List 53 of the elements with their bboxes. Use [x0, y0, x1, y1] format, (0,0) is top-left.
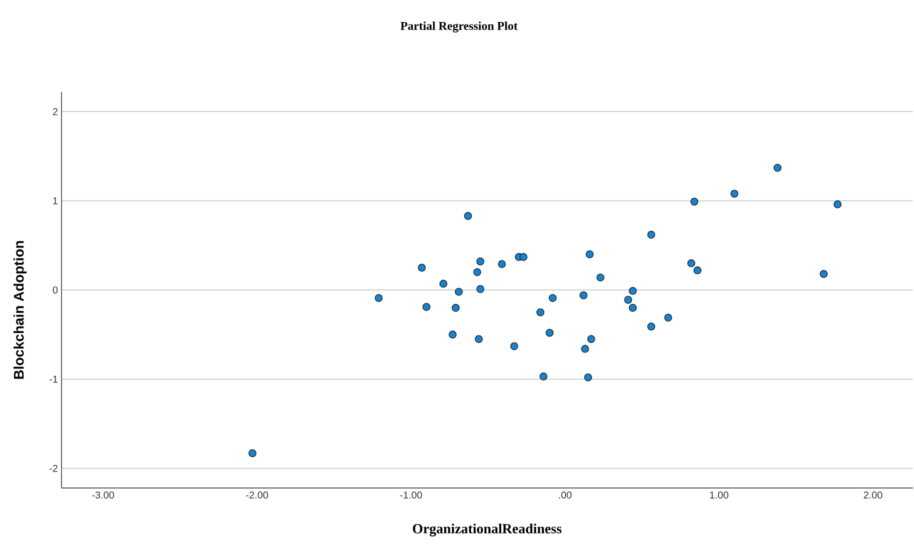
x-tick-label: 1.00 [710, 492, 728, 499]
point [422, 302, 430, 311]
point [454, 288, 463, 296]
point [624, 296, 632, 304]
point [476, 258, 484, 266]
point [820, 270, 828, 278]
point [587, 335, 596, 343]
point [439, 280, 448, 288]
point [586, 250, 594, 258]
point [647, 230, 656, 239]
x-tick-label: .00 [559, 492, 572, 499]
point [374, 294, 383, 302]
x-tick-label: -1.00 [400, 492, 422, 499]
point [473, 268, 482, 276]
point [730, 190, 738, 198]
x-tick-label: -3.00 [92, 492, 114, 499]
y-tick-label: -2 [50, 464, 58, 472]
point [690, 198, 698, 206]
point [647, 322, 656, 330]
point [694, 266, 702, 274]
point [596, 274, 604, 282]
point [464, 212, 472, 220]
point [664, 314, 672, 322]
point [448, 330, 457, 339]
y-tick-label: -1 [50, 376, 58, 383]
point [628, 286, 637, 295]
point [774, 164, 782, 172]
point [687, 259, 696, 268]
x-tick-label: -2.00 [246, 492, 268, 499]
y-axis-title: Blockchain Adoption [14, 241, 27, 379]
point [418, 264, 426, 272]
y-tick-label: 2 [52, 108, 58, 116]
point [584, 373, 592, 382]
point [474, 335, 483, 343]
x-axis-title: OrganizationalReadiness [412, 524, 562, 536]
point [548, 294, 557, 302]
point [510, 342, 518, 350]
point [540, 372, 548, 380]
point [520, 253, 528, 261]
x-tick-label: 2.00 [864, 492, 882, 499]
y-tick-label: 1 [53, 197, 58, 204]
y-tick-label: 0 [52, 286, 58, 294]
point [581, 344, 589, 353]
point [498, 260, 506, 268]
point [834, 200, 842, 208]
point [580, 291, 588, 300]
point [628, 304, 637, 312]
point [248, 449, 256, 458]
point [536, 308, 544, 316]
chart-title: Partial Regression Plot [400, 22, 518, 32]
point [546, 328, 554, 337]
point [452, 304, 460, 312]
point [476, 285, 484, 294]
